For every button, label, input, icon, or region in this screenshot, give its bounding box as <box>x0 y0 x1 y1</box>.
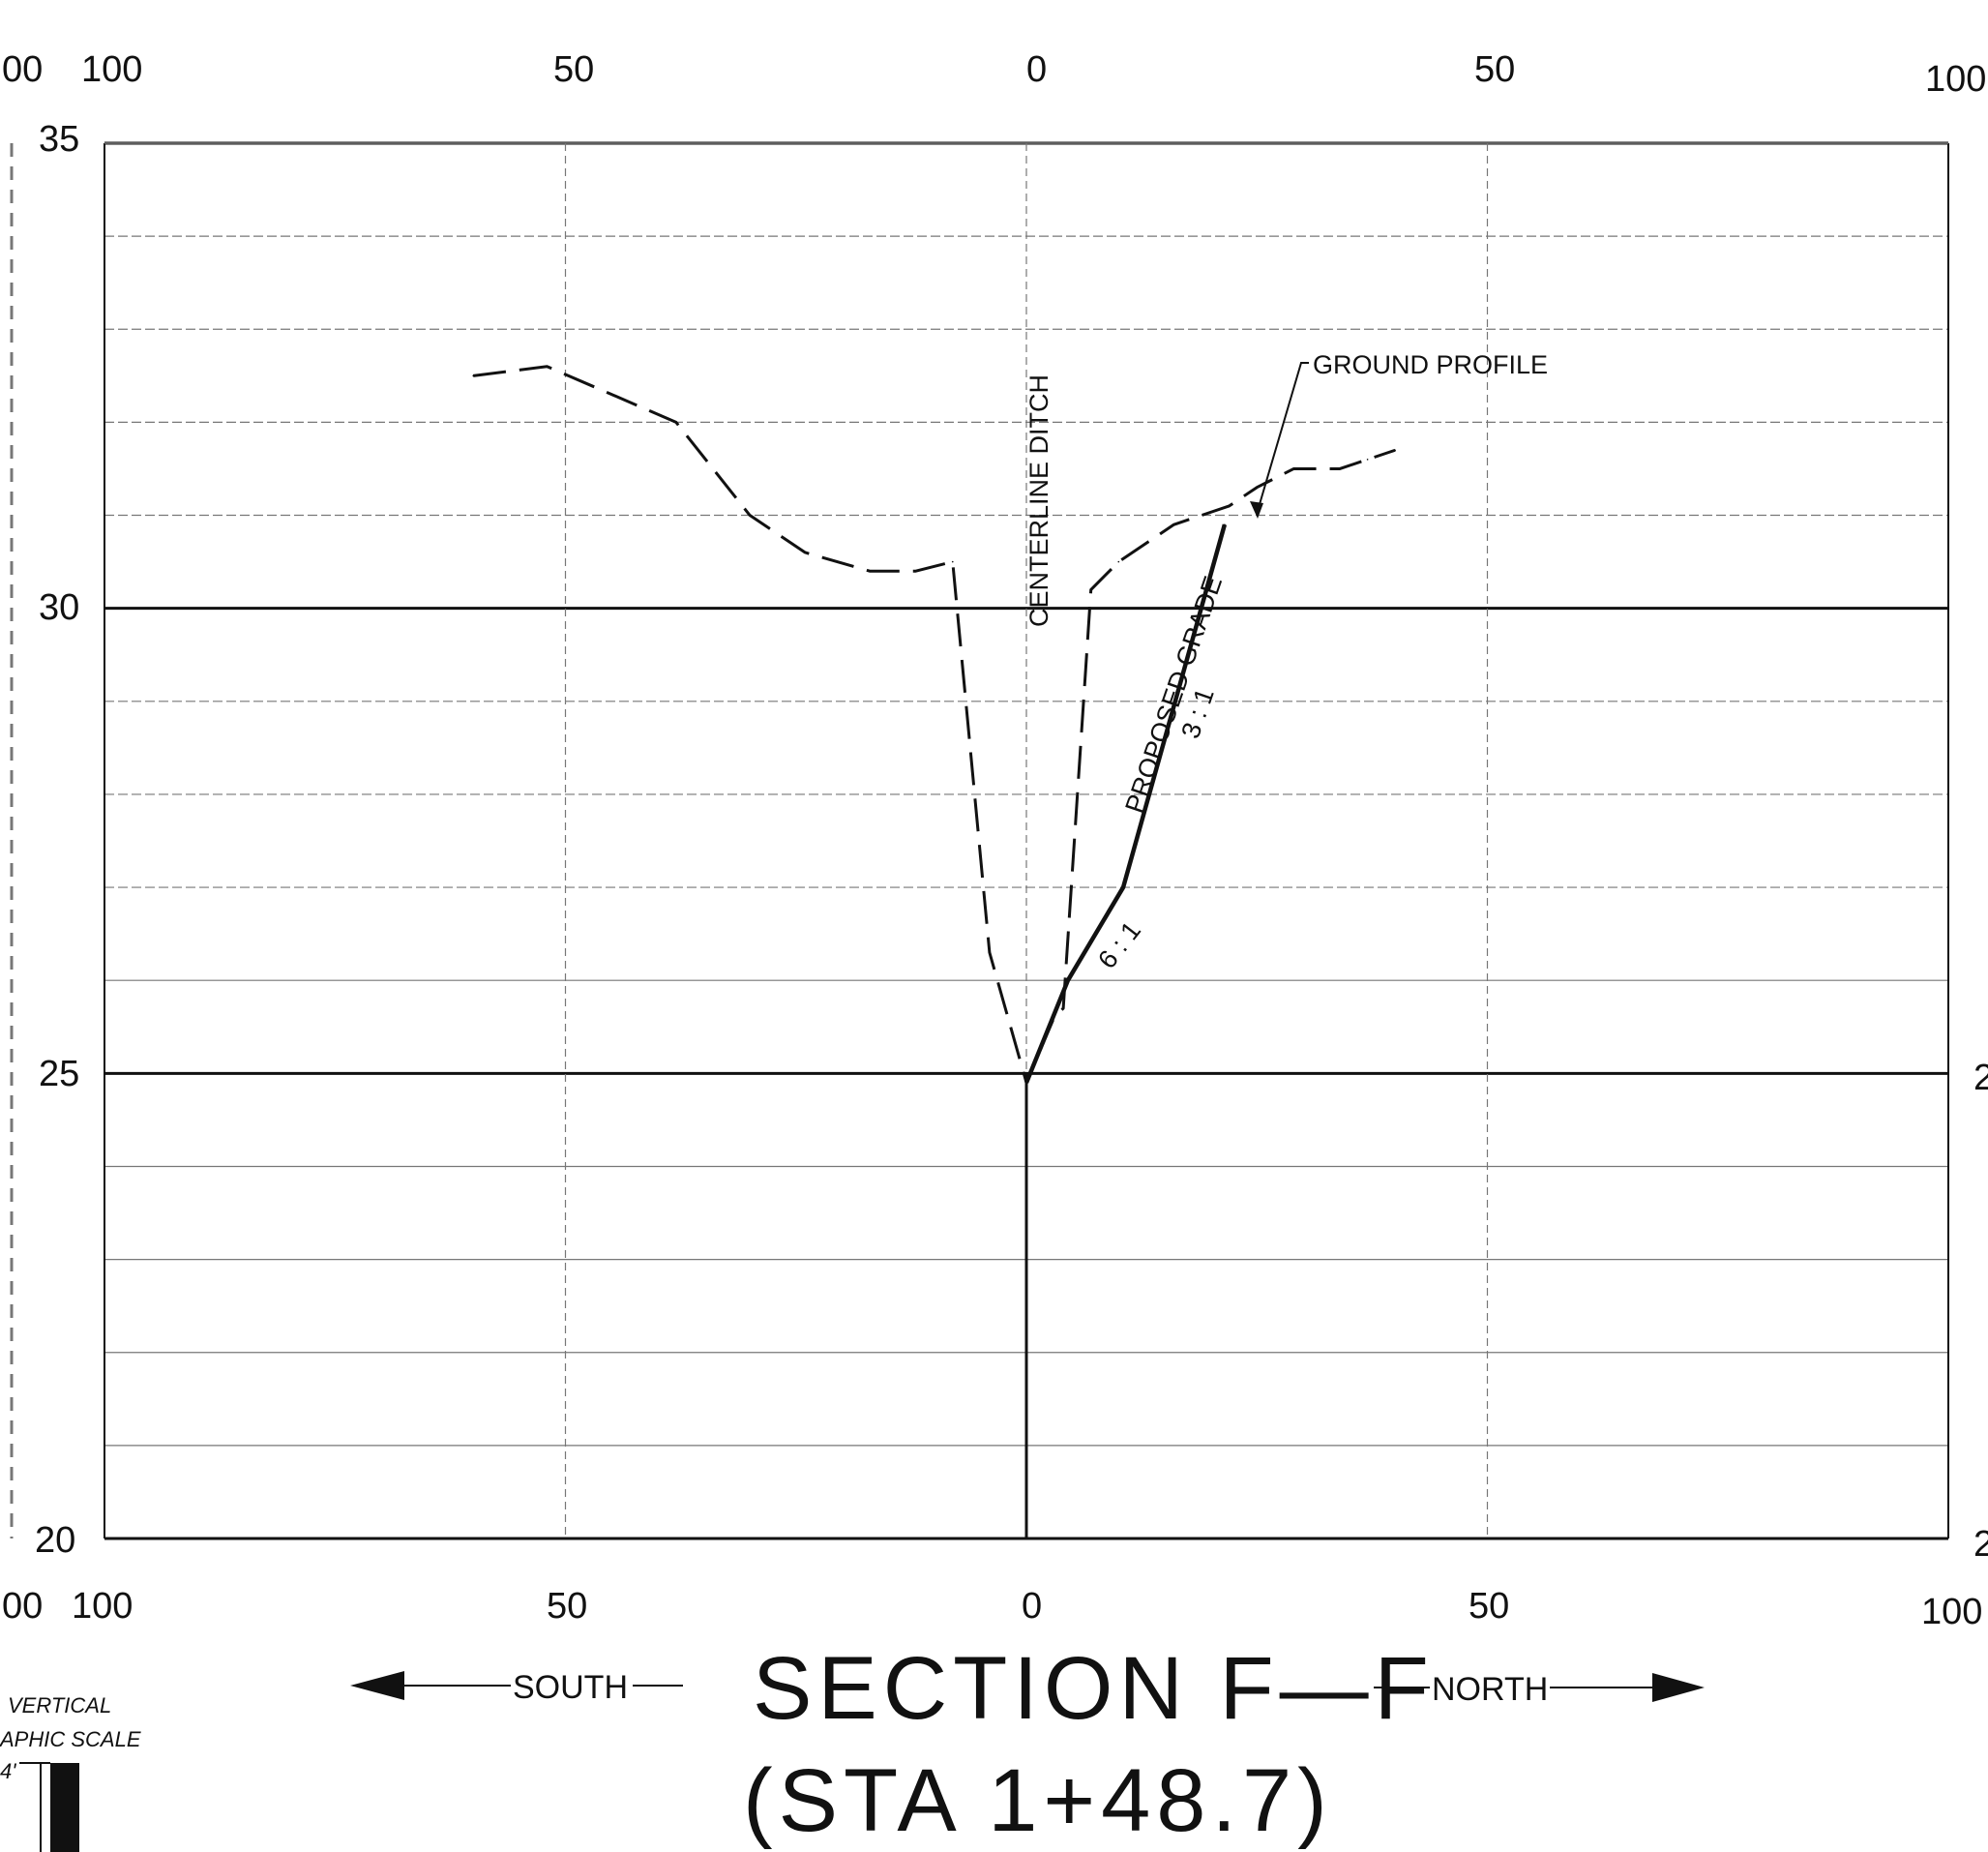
y-tick-left: 35 <box>39 119 79 160</box>
y-tick-left: 20 <box>35 1520 75 1561</box>
x-tick-top: 50 <box>1474 49 1515 90</box>
y-tick-left: 30 <box>39 587 79 628</box>
proposed-grade-line <box>1024 523 1228 1084</box>
ground-profile-point <box>1256 486 1259 489</box>
south-arrow-icon <box>350 1671 404 1700</box>
ground-profile-point <box>1117 560 1120 563</box>
scale-label-length: 4' <box>0 1759 16 1783</box>
ground-profile-leader <box>1257 362 1309 512</box>
ground-profile-point <box>546 365 549 368</box>
x-tick-top: 0 <box>1026 49 1047 90</box>
scale-bar-fill <box>50 1763 79 1852</box>
ground-profile-label: GROUND PROFILE <box>1313 350 1548 379</box>
ground-profile-point <box>1172 523 1175 525</box>
ground-profile-line <box>473 365 1396 1085</box>
x-tick-bottom: 100 <box>1921 1592 1982 1632</box>
ground-profile-point <box>989 951 991 954</box>
x-tick-top: 100 <box>81 49 142 90</box>
profile-series <box>472 365 1396 1085</box>
centerline-ditch-label: CENTERLINE DITCH <box>1024 374 1053 627</box>
south-label: SOUTH <box>513 1669 628 1706</box>
x-tick-bottom-partial: 00 <box>2 1586 43 1627</box>
x-tick-top: 50 <box>553 49 594 90</box>
y-tick-right-partial: 2 <box>1973 1058 1988 1098</box>
ground-profile-point <box>1339 467 1341 470</box>
ground-profile-point <box>675 421 677 424</box>
proposed-grade-point <box>1224 523 1226 525</box>
ground-profile-point <box>1292 467 1295 470</box>
proposed-grade-point <box>1067 979 1069 981</box>
ground-profile-point <box>1089 588 1092 591</box>
y-tick-right-partial: 2 <box>1973 1524 1988 1565</box>
ground-profile-arrowhead <box>1250 501 1263 519</box>
ground-profile-point <box>1366 459 1369 461</box>
x-tick-bottom: 0 <box>1022 1586 1042 1627</box>
proposed-grade-point <box>1025 1082 1027 1084</box>
x-tick-top-partial: 00 <box>2 49 43 90</box>
section-title: SECTION F—F <box>753 1639 1435 1738</box>
scale-label-graphic: APHIC SCALE <box>0 1727 141 1751</box>
ground-profile-point <box>749 514 751 517</box>
scale-label-vertical: VERTICAL <box>8 1693 111 1718</box>
proposed-grade-point <box>1122 886 1124 888</box>
ground-profile-point <box>951 560 954 563</box>
ground-profile-point <box>869 570 871 573</box>
station-subtitle: (STA 1+48.7) <box>743 1751 1333 1850</box>
y-tick-left: 25 <box>39 1054 79 1094</box>
ground-profile-point <box>804 552 807 553</box>
north-label: NORTH <box>1432 1671 1548 1708</box>
north-arrow-icon <box>1652 1673 1705 1702</box>
ground-profile-point <box>472 374 475 377</box>
x-tick-bottom: 100 <box>72 1586 133 1627</box>
x-tick-bottom: 50 <box>547 1586 587 1627</box>
ground-profile-point <box>914 570 917 573</box>
ground-profile-point <box>1228 505 1231 507</box>
ground-profile-point <box>1394 449 1396 452</box>
ground-profile-point <box>1062 1007 1064 1009</box>
x-tick-top: 100 <box>1925 59 1986 100</box>
grid-lines <box>10 141 1949 1540</box>
x-tick-bottom: 50 <box>1469 1586 1509 1627</box>
